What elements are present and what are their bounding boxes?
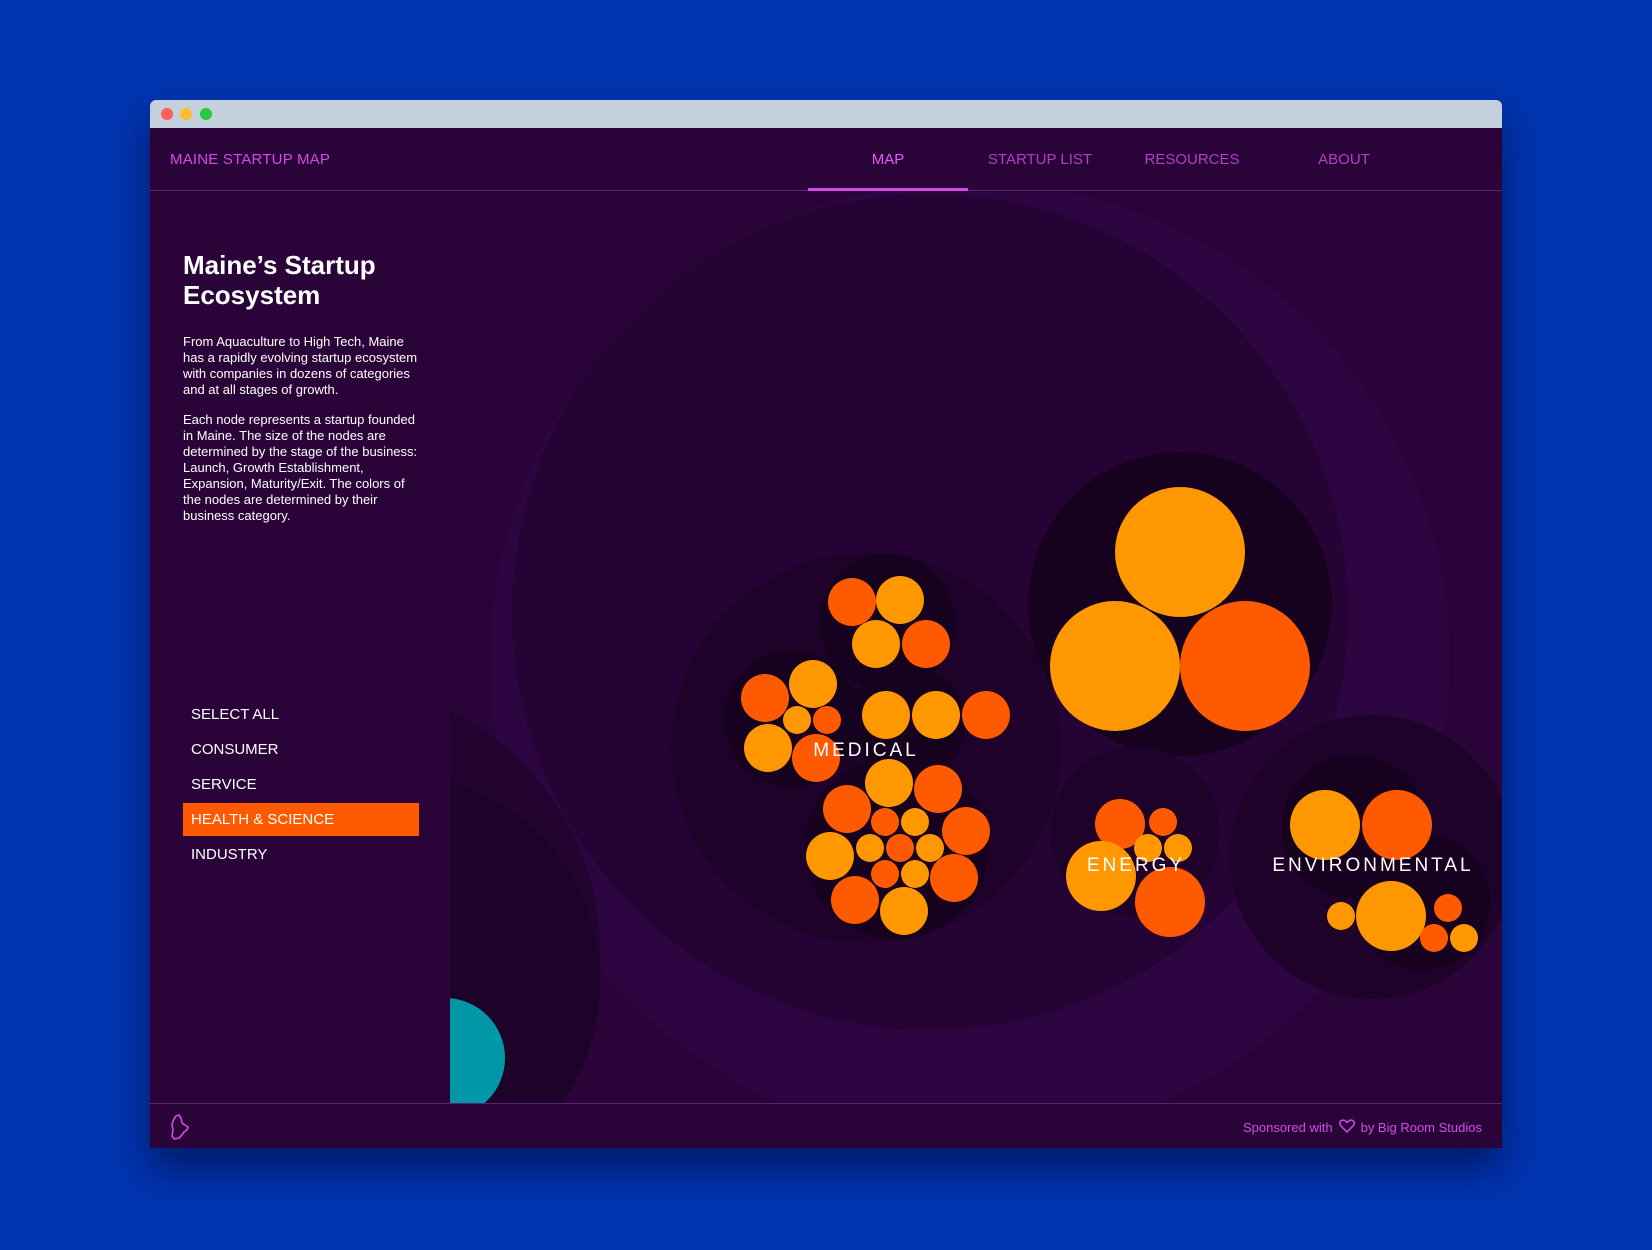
startup-node[interactable] bbox=[914, 765, 962, 813]
nav-resources[interactable]: RESOURCES bbox=[1144, 151, 1240, 168]
startup-node[interactable] bbox=[1095, 799, 1145, 849]
startup-node[interactable] bbox=[813, 706, 841, 734]
filter-service[interactable]: SERVICE bbox=[191, 776, 257, 793]
startup-node[interactable] bbox=[783, 706, 811, 734]
startup-node[interactable] bbox=[962, 691, 1010, 739]
startup-node[interactable] bbox=[741, 674, 789, 722]
startup-node[interactable] bbox=[871, 808, 899, 836]
startup-node[interactable] bbox=[1327, 902, 1355, 930]
filter-select-all[interactable]: SELECT ALL bbox=[191, 706, 280, 723]
brand-link[interactable]: MAINE STARTUP MAP bbox=[170, 151, 331, 168]
startup-node[interactable] bbox=[744, 724, 792, 772]
filter-consumer[interactable]: CONSUMER bbox=[191, 741, 279, 758]
startup-node[interactable] bbox=[792, 734, 840, 782]
bubble-map-canvas[interactable]: MEDICAL ENERGY EN bbox=[450, 192, 1502, 1103]
top-navigation: MAINE STARTUP MAP MAP STARTUP LIST RESOU… bbox=[150, 128, 1502, 191]
startup-node[interactable] bbox=[1290, 790, 1360, 860]
startup-node[interactable] bbox=[1362, 790, 1432, 860]
startup-node[interactable] bbox=[901, 860, 929, 888]
startup-node[interactable] bbox=[1356, 881, 1426, 951]
sponsor-link[interactable]: by Big Room Studios bbox=[1360, 1120, 1482, 1135]
startup-node[interactable] bbox=[1450, 924, 1478, 952]
startup-node[interactable] bbox=[831, 876, 879, 924]
energy-label: ENERGY bbox=[1087, 855, 1185, 876]
bubble-map[interactable]: MEDICAL ENERGY EN bbox=[450, 192, 1502, 1103]
sidebar: Maine’s Startup Ecosystem From Aquacultu… bbox=[150, 192, 450, 1103]
category-filter-list: SELECT ALL CONSUMER SERVICE HEALTH & SCI… bbox=[183, 698, 419, 873]
startup-node[interactable] bbox=[942, 807, 990, 855]
sponsor-credit: Sponsored with by Big Room Studios bbox=[1243, 1119, 1482, 1136]
startup-node[interactable] bbox=[1115, 487, 1245, 617]
startup-node[interactable] bbox=[856, 834, 884, 862]
startup-node[interactable] bbox=[1180, 601, 1310, 731]
startup-node[interactable] bbox=[902, 620, 950, 668]
startup-node[interactable] bbox=[865, 759, 913, 807]
startup-node[interactable] bbox=[886, 834, 914, 862]
startup-node[interactable] bbox=[916, 834, 944, 862]
startup-node[interactable] bbox=[1066, 841, 1136, 911]
environmental-label: ENVIRONMENTAL bbox=[1272, 855, 1473, 876]
sponsor-prefix: Sponsored with bbox=[1242, 1120, 1333, 1135]
startup-node[interactable] bbox=[876, 576, 924, 624]
startup-node[interactable] bbox=[862, 691, 910, 739]
maine-outline-icon[interactable] bbox=[170, 1114, 190, 1145]
maximize-window-button[interactable] bbox=[200, 108, 212, 120]
startup-node[interactable] bbox=[1434, 894, 1462, 922]
browser-window: MAINE STARTUP MAP MAP STARTUP LIST RESOU… bbox=[150, 100, 1502, 1148]
footer: Sponsored with by Big Room Studios bbox=[150, 1103, 1502, 1148]
filter-industry[interactable]: INDUSTRY bbox=[191, 846, 268, 863]
filter-health-science[interactable]: HEALTH & SCIENCE bbox=[183, 803, 419, 836]
startup-node[interactable] bbox=[806, 832, 854, 880]
startup-node[interactable] bbox=[1149, 808, 1177, 836]
startup-node[interactable] bbox=[1420, 924, 1448, 952]
startup-node[interactable] bbox=[880, 887, 928, 935]
startup-node[interactable] bbox=[823, 785, 871, 833]
nav-map[interactable]: MAP bbox=[808, 128, 968, 191]
startup-node[interactable] bbox=[901, 808, 929, 836]
startup-node[interactable] bbox=[789, 660, 837, 708]
minimize-window-button[interactable] bbox=[180, 108, 192, 120]
nav-startup-list[interactable]: STARTUP LIST bbox=[987, 151, 1093, 168]
startup-node[interactable] bbox=[1164, 834, 1192, 862]
close-window-button[interactable] bbox=[161, 108, 173, 120]
startup-node[interactable] bbox=[852, 620, 900, 668]
startup-node[interactable] bbox=[1134, 834, 1162, 862]
startup-node[interactable] bbox=[912, 691, 960, 739]
window-titlebar bbox=[150, 100, 1502, 128]
startup-node[interactable] bbox=[1135, 867, 1205, 937]
startup-node[interactable] bbox=[1050, 601, 1180, 731]
legend-paragraph: Each node represents a startup founded i… bbox=[183, 412, 418, 523]
nav-about[interactable]: ABOUT bbox=[1318, 151, 1370, 168]
teal-startup-node[interactable] bbox=[450, 998, 505, 1103]
medical-label: MEDICAL bbox=[813, 740, 918, 761]
startup-node[interactable] bbox=[828, 578, 876, 626]
startup-node[interactable] bbox=[871, 860, 899, 888]
heart-icon bbox=[1338, 1119, 1355, 1136]
startup-node[interactable] bbox=[930, 854, 978, 902]
intro-paragraph: From Aquaculture to High Tech, Maine has… bbox=[183, 334, 418, 397]
page-title: Maine’s Startup Ecosystem bbox=[183, 250, 376, 310]
